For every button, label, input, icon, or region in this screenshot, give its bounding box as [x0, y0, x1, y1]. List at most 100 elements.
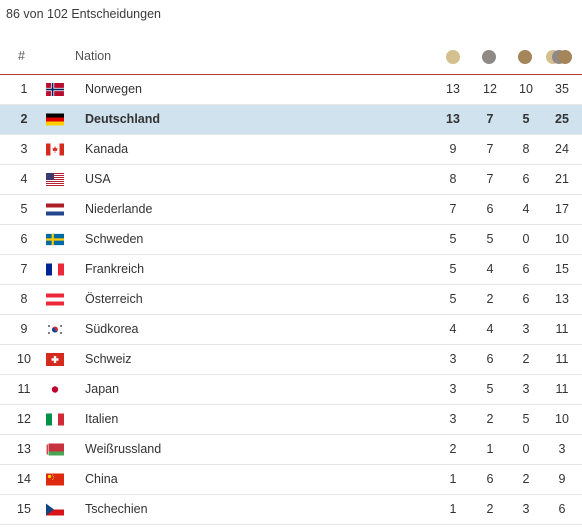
nation-cell[interactable]: Japan [85, 382, 120, 396]
total-count-cell: 10 [555, 232, 569, 246]
total-count-cell: 9 [558, 472, 566, 486]
gold-count-cell: 5 [449, 232, 457, 246]
table-row[interactable]: 4 USA 8 7 6 21 [0, 165, 582, 195]
usa-flag-icon [46, 173, 64, 186]
rank-cell: 14 [17, 472, 31, 486]
table-row[interactable]: 1 Norwegen 13 12 10 35 [0, 75, 582, 105]
nation-cell[interactable]: Norwegen [85, 82, 142, 96]
switzerland-flag-icon [46, 353, 64, 366]
silver-medal-icon[interactable] [482, 50, 496, 64]
table-row[interactable]: 12 Italien 3 2 5 10 [0, 405, 582, 435]
nation-cell[interactable]: Niederlande [85, 202, 153, 216]
bronze-count-cell: 5 [522, 112, 530, 126]
table-row[interactable]: 7 Frankreich 5 4 6 15 [0, 255, 582, 285]
silver-count-cell: 5 [486, 382, 494, 396]
bronze-count-cell: 0 [522, 442, 530, 456]
rank-cell: 7 [20, 262, 28, 276]
table-header: # Nation [0, 42, 582, 75]
nation-cell[interactable]: USA [85, 172, 111, 186]
bronze-count-cell: 4 [522, 202, 530, 216]
total-count-cell: 11 [555, 382, 569, 396]
nation-cell[interactable]: Frankreich [85, 262, 145, 276]
rank-cell: 12 [17, 412, 31, 426]
table-row[interactable]: 11 Japan 3 5 3 11 [0, 375, 582, 405]
nation-cell[interactable]: Kanada [85, 142, 129, 156]
rank-cell: 6 [20, 232, 28, 246]
bronze-count-cell: 6 [522, 292, 530, 306]
gold-count-cell: 4 [449, 322, 457, 336]
table-row[interactable]: 8 Österreich 5 2 6 13 [0, 285, 582, 315]
bronze-count-cell: 0 [522, 232, 530, 246]
bronze-count-cell: 2 [522, 472, 530, 486]
table-row[interactable]: 5 Niederlande 7 6 4 17 [0, 195, 582, 225]
rank-cell: 9 [20, 322, 28, 336]
table-row[interactable]: 15 Tschechien 1 2 3 6 [0, 495, 582, 525]
total-count-cell: 21 [555, 172, 569, 186]
silver-count-cell: 4 [486, 322, 494, 336]
gold-count-cell: 7 [449, 202, 457, 216]
silver-count-cell: 7 [486, 112, 494, 126]
table-row[interactable]: 2 Deutschland 13 7 5 25 [0, 105, 582, 135]
gold-count-cell: 13 [446, 112, 460, 126]
gold-count-cell: 3 [449, 352, 457, 366]
nation-cell[interactable]: Weißrussland [85, 442, 162, 456]
sweden-flag-icon [46, 233, 64, 246]
table-row[interactable]: 14 China 1 6 2 9 [0, 465, 582, 495]
silver-count-cell: 7 [486, 172, 494, 186]
bronze-count-cell: 10 [519, 82, 533, 96]
total-count-cell: 11 [555, 352, 569, 366]
rank-cell: 15 [17, 502, 31, 516]
rank-column-header[interactable]: # [18, 49, 25, 63]
rank-cell: 3 [20, 142, 28, 156]
japan-flag-icon [46, 383, 64, 396]
nation-cell[interactable]: Tschechien [85, 502, 148, 516]
czech-flag-icon [46, 503, 64, 516]
nation-cell[interactable]: Südkorea [85, 322, 139, 336]
silver-count-cell: 1 [486, 442, 494, 456]
bronze-count-cell: 5 [522, 412, 530, 426]
nation-cell[interactable]: Schweiz [85, 352, 132, 366]
canada-flag-icon [46, 143, 64, 156]
table-row[interactable]: 13 Weißrussland 2 1 0 3 [0, 435, 582, 465]
rank-cell: 1 [20, 82, 28, 96]
gold-count-cell: 5 [449, 292, 457, 306]
silver-count-cell: 7 [486, 142, 494, 156]
nation-cell[interactable]: Schweden [85, 232, 144, 246]
south-korea-flag-icon [46, 323, 64, 336]
total-count-cell: 24 [555, 142, 569, 156]
france-flag-icon [46, 263, 64, 276]
netherlands-flag-icon [46, 203, 64, 216]
total-count-cell: 35 [555, 82, 569, 96]
nation-cell[interactable]: Deutschland [85, 112, 161, 126]
nation-column-header[interactable]: Nation [75, 49, 112, 63]
italy-flag-icon [46, 413, 64, 426]
total-count-cell: 25 [555, 112, 569, 126]
norway-flag-icon [46, 83, 64, 96]
total-count-cell: 17 [555, 202, 569, 216]
germany-flag-icon [46, 113, 64, 126]
rank-cell: 5 [20, 202, 28, 216]
total-count-cell: 10 [555, 412, 569, 426]
rank-cell: 11 [17, 382, 31, 396]
gold-medal-icon[interactable] [446, 50, 460, 64]
nation-cell[interactable]: Italien [85, 412, 119, 426]
nation-cell[interactable]: China [85, 472, 118, 486]
bronze-medal-icon[interactable] [518, 50, 532, 64]
total-count-cell: 11 [555, 322, 569, 336]
nation-cell[interactable]: Österreich [85, 292, 143, 306]
gold-count-cell: 3 [449, 412, 457, 426]
rank-cell: 8 [20, 292, 28, 306]
table-row[interactable]: 9 Südkorea 4 4 3 11 [0, 315, 582, 345]
total-medals-icon[interactable] [546, 50, 576, 64]
silver-count-cell: 6 [486, 472, 494, 486]
table-row[interactable]: 6 Schweden 5 5 0 10 [0, 225, 582, 255]
table-row[interactable]: 10 Schweiz 3 6 2 11 [0, 345, 582, 375]
rank-cell: 4 [20, 172, 28, 186]
rank-cell: 10 [17, 352, 31, 366]
bronze-count-cell: 6 [522, 262, 530, 276]
silver-count-cell: 5 [486, 232, 494, 246]
gold-count-cell: 5 [449, 262, 457, 276]
silver-count-cell: 2 [486, 292, 494, 306]
table-row[interactable]: 3 Kanada 9 7 8 24 [0, 135, 582, 165]
gold-count-cell: 8 [449, 172, 457, 186]
